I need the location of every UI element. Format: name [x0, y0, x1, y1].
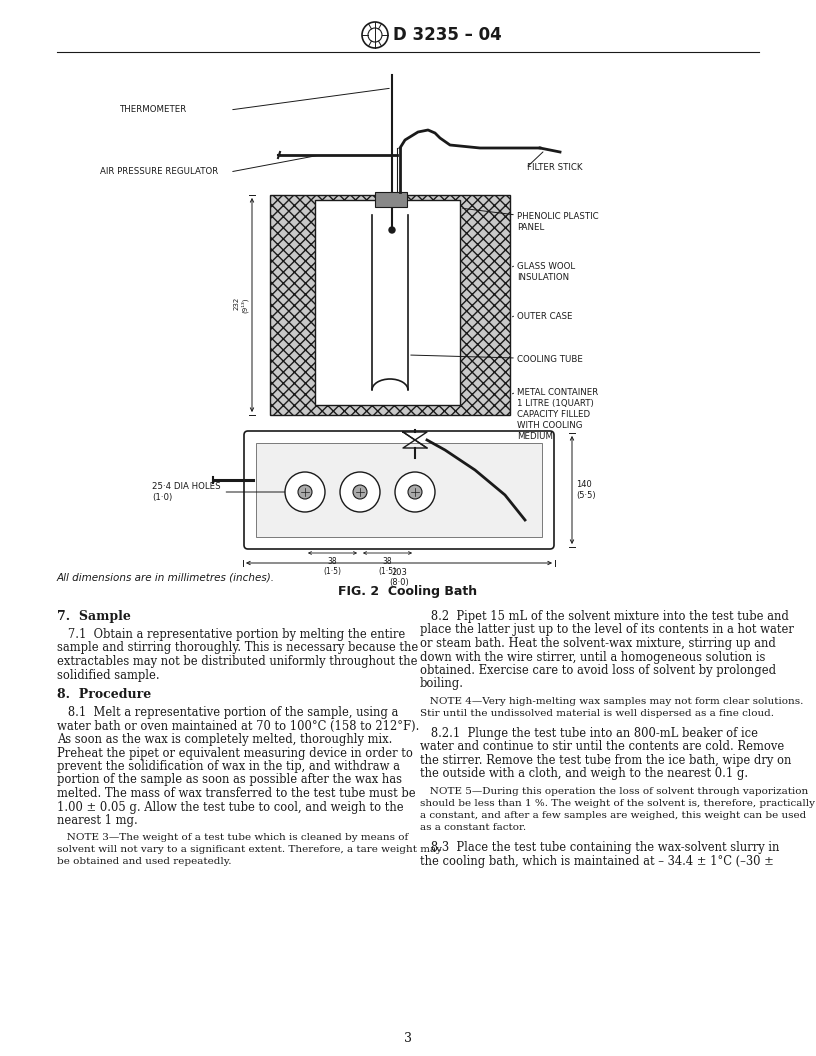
Text: COOLING TUBE: COOLING TUBE [517, 355, 583, 364]
Text: portion of the sample as soon as possible after the wax has: portion of the sample as soon as possibl… [57, 773, 402, 787]
Text: FIG. 2  Cooling Bath: FIG. 2 Cooling Bath [339, 585, 477, 598]
Text: D 3235 – 04: D 3235 – 04 [393, 26, 502, 44]
Text: NOTE 3—The weight of a test tube which is cleaned by means of: NOTE 3—The weight of a test tube which i… [57, 833, 408, 843]
Text: METAL CONTAINER
1 LITRE (1QUART)
CAPACITY FILLED
WITH COOLING
MEDIUM: METAL CONTAINER 1 LITRE (1QUART) CAPACIT… [517, 388, 598, 441]
Text: PHENOLIC PLASTIC
PANEL: PHENOLIC PLASTIC PANEL [517, 212, 599, 232]
Circle shape [340, 472, 380, 512]
Text: 38
(1·5): 38 (1·5) [323, 557, 342, 577]
Text: NOTE 5—During this operation the loss of solvent through vaporization: NOTE 5—During this operation the loss of… [420, 787, 809, 796]
Text: 8.2.1  Plunge the test tube into an 800-mL beaker of ice: 8.2.1 Plunge the test tube into an 800-m… [420, 727, 758, 740]
Text: place the latter just up to the level of its contents in a hot water: place the latter just up to the level of… [420, 623, 794, 637]
Circle shape [389, 227, 395, 233]
Text: water bath or oven maintained at 70 to 100°C (158 to 212°F).: water bath or oven maintained at 70 to 1… [57, 719, 419, 733]
Bar [256, 444, 542, 538]
Text: obtained. Exercise care to avoid loss of solvent by prolonged: obtained. Exercise care to avoid loss of… [420, 664, 776, 677]
Text: THERMOMETER: THERMOMETER [120, 106, 187, 114]
Text: prevent the solidification of wax in the tip, and withdraw a: prevent the solidification of wax in the… [57, 760, 400, 773]
Text: 232
(9¹³): 232 (9¹³) [233, 297, 248, 313]
Text: 25·4 DIA HOLES
(1·0): 25·4 DIA HOLES (1·0) [152, 483, 302, 502]
Text: down with the wire stirrer, until a homogeneous solution is: down with the wire stirrer, until a homo… [420, 650, 765, 663]
Bar [375, 192, 407, 207]
Text: AIR PRESSURE REGULATOR: AIR PRESSURE REGULATOR [100, 168, 218, 176]
Text: a constant, and after a few samples are weighed, this weight can be used: a constant, and after a few samples are … [420, 811, 806, 821]
Text: As soon as the wax is completely melted, thoroughly mix.: As soon as the wax is completely melted,… [57, 733, 392, 746]
Text: be obtained and used repeatedly.: be obtained and used repeatedly. [57, 857, 232, 867]
Text: sample and stirring thoroughly. This is necessary because the: sample and stirring thoroughly. This is … [57, 641, 419, 655]
Text: 140
(5·5): 140 (5·5) [576, 480, 596, 499]
Text: Stir until the undissolved material is well dispersed as a fine cloud.: Stir until the undissolved material is w… [420, 709, 774, 718]
Text: OUTER CASE: OUTER CASE [517, 312, 573, 321]
Text: 38
(1·5): 38 (1·5) [379, 557, 397, 577]
Circle shape [285, 472, 325, 512]
Text: 8.1  Melt a representative portion of the sample, using a: 8.1 Melt a representative portion of the… [57, 706, 398, 719]
Bar [350, 210, 435, 400]
Text: 7.1  Obtain a representative portion by melting the entire: 7.1 Obtain a representative portion by m… [57, 628, 406, 641]
Text: Preheat the pipet or equivalent measuring device in order to: Preheat the pipet or equivalent measurin… [57, 747, 413, 759]
FancyBboxPatch shape [244, 431, 554, 549]
Text: 8.3  Place the test tube containing the wax-solvent slurry in: 8.3 Place the test tube containing the w… [420, 841, 779, 854]
Text: water and continue to stir until the contents are cold. Remove: water and continue to stir until the con… [420, 740, 784, 754]
Text: or steam bath. Heat the solvent-wax mixture, stirring up and: or steam bath. Heat the solvent-wax mixt… [420, 637, 776, 650]
Circle shape [298, 485, 312, 499]
Text: 203
(8·0): 203 (8·0) [389, 568, 409, 587]
Text: 1.00 ± 0.05 g. Allow the test tube to cool, and weigh to the: 1.00 ± 0.05 g. Allow the test tube to co… [57, 800, 404, 813]
Text: boiling.: boiling. [420, 678, 464, 691]
Text: 3: 3 [404, 1032, 412, 1045]
Text: GLASS WOOL
INSULATION: GLASS WOOL INSULATION [517, 262, 575, 282]
Circle shape [353, 485, 367, 499]
Text: nearest 1 mg.: nearest 1 mg. [57, 814, 138, 827]
Text: NOTE 4—Very high-melting wax samples may not form clear solutions.: NOTE 4—Very high-melting wax samples may… [420, 697, 804, 706]
Circle shape [408, 485, 422, 499]
Circle shape [395, 472, 435, 512]
Text: solidified sample.: solidified sample. [57, 668, 160, 681]
Text: as a constant factor.: as a constant factor. [420, 823, 526, 832]
Text: 7.  Sample: 7. Sample [57, 610, 131, 623]
Text: All dimensions are in millimetres (inches).: All dimensions are in millimetres (inche… [57, 572, 275, 582]
Text: the cooling bath, which is maintained at – 34.4 ± 1°C (–30 ±: the cooling bath, which is maintained at… [420, 854, 774, 867]
Text: the outside with a cloth, and weigh to the nearest 0.1 g.: the outside with a cloth, and weigh to t… [420, 768, 748, 780]
Text: extractables may not be distributed uniformly throughout the: extractables may not be distributed unif… [57, 655, 418, 668]
Bar [315, 200, 460, 406]
Text: the stirrer. Remove the test tube from the ice bath, wipe dry on: the stirrer. Remove the test tube from t… [420, 754, 792, 767]
Text: FILTER STICK: FILTER STICK [527, 164, 583, 172]
Text: 8.  Procedure: 8. Procedure [57, 689, 151, 701]
Text: should be less than 1 %. The weight of the solvent is, therefore, practically: should be less than 1 %. The weight of t… [420, 799, 815, 808]
Text: solvent will not vary to a significant extent. Therefore, a tare weight may: solvent will not vary to a significant e… [57, 846, 442, 854]
Text: melted. The mass of wax transferred to the test tube must be: melted. The mass of wax transferred to t… [57, 787, 415, 800]
Bar [270, 195, 510, 415]
Text: 8.2  Pipet 15 mL of the solvent mixture into the test tube and: 8.2 Pipet 15 mL of the solvent mixture i… [420, 610, 789, 623]
